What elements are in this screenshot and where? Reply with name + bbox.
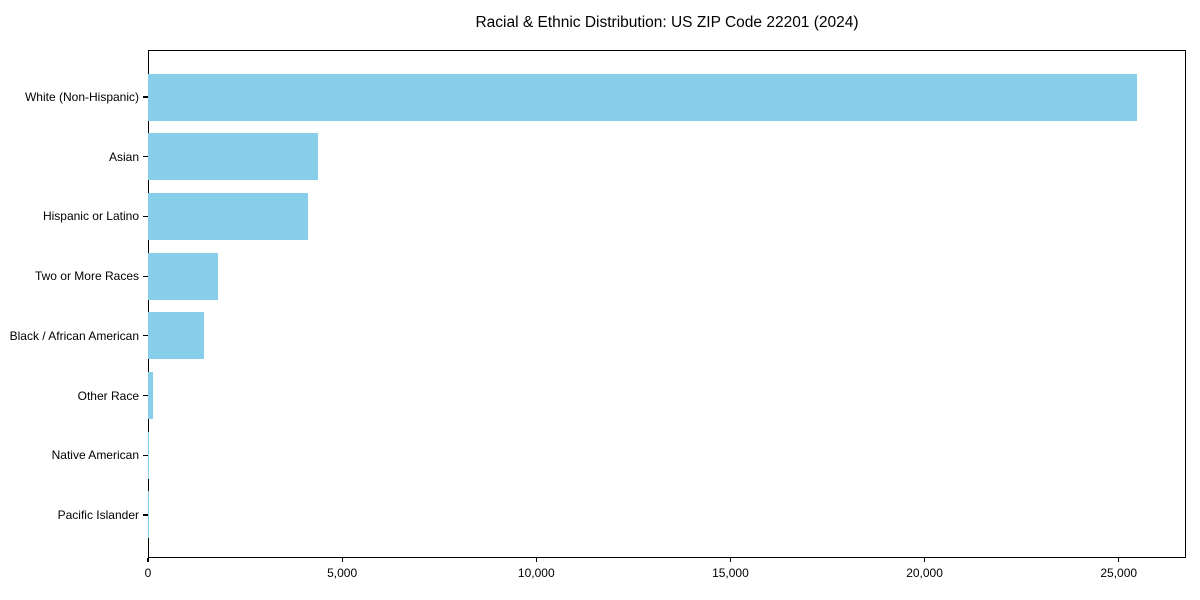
y-axis-label: Native American xyxy=(51,448,139,463)
x-axis-tick xyxy=(923,558,926,562)
y-axis-label: Black / African American xyxy=(9,328,139,343)
bar-two-or-more-races xyxy=(148,252,219,300)
plot-area xyxy=(148,50,1186,558)
y-axis-label: Two or More Races xyxy=(34,269,139,284)
y-axis-label: Asian xyxy=(108,149,139,164)
bar-asian xyxy=(148,133,319,181)
y-axis-tick xyxy=(143,275,148,277)
x-axis-label: 5,000 xyxy=(327,566,358,580)
bar-native-american xyxy=(148,431,150,479)
x-axis-label: 20,000 xyxy=(906,566,943,580)
y-axis-tick xyxy=(143,156,148,158)
y-axis-tick xyxy=(143,215,148,217)
x-axis-label: 25,000 xyxy=(1100,566,1138,580)
y-axis-tick xyxy=(143,394,148,397)
y-axis-label: Hispanic or Latino xyxy=(42,209,139,224)
bar-hispanic-or-latino xyxy=(148,192,309,240)
bar-white-non-hispanic xyxy=(148,73,1137,121)
y-axis-tick xyxy=(143,454,148,456)
bar-other-race xyxy=(148,372,154,420)
x-axis-tick xyxy=(535,558,537,562)
y-axis-tick xyxy=(143,335,148,337)
x-axis-tick xyxy=(147,558,149,562)
x-axis-tick xyxy=(1118,558,1120,562)
x-axis-label: 0 xyxy=(144,566,152,580)
y-axis-label: Pacific Islander xyxy=(57,507,139,522)
y-axis-label: White (Non-Hispanic) xyxy=(24,90,139,104)
x-axis-label: 10,000 xyxy=(517,566,555,580)
y-axis-tick xyxy=(143,514,148,516)
chart-title: Racial & Ethnic Distribution: US ZIP Cod… xyxy=(475,14,859,31)
y-axis-tick xyxy=(143,96,148,98)
x-axis-tick xyxy=(341,558,343,562)
y-axis-label: Other Race xyxy=(77,388,139,403)
x-axis-tick xyxy=(729,558,731,562)
x-axis-label: 15,000 xyxy=(712,566,749,580)
bar-black-african-american xyxy=(148,312,205,360)
